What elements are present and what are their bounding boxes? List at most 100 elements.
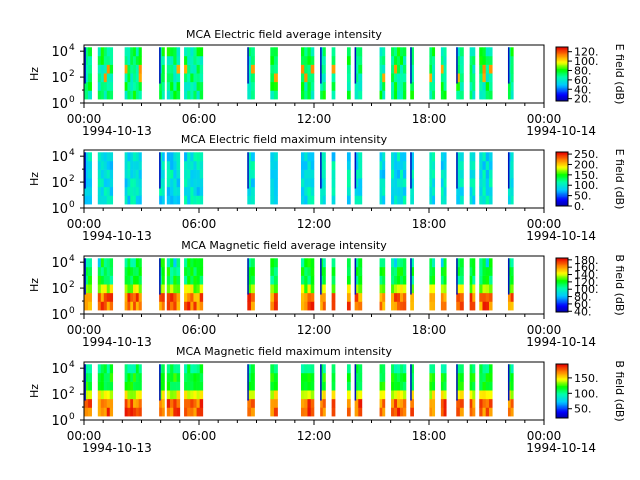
spectrogram-cell — [479, 381, 483, 391]
spectrogram-cell — [440, 90, 444, 100]
spectrogram-cell — [307, 258, 312, 268]
spectrogram-cell — [250, 364, 255, 374]
spectrogram-cell — [304, 407, 308, 417]
colorbar-segment — [556, 364, 568, 366]
spectrogram-cell — [331, 186, 336, 196]
spectrogram-cell — [432, 258, 436, 268]
spectrogram-cell — [382, 81, 386, 91]
spectrogram-cell — [247, 47, 249, 84]
spectrogram-cell — [127, 266, 131, 276]
spectrogram-cell — [166, 258, 171, 268]
spectrogram-cell — [410, 372, 414, 382]
spectrogram-cell — [379, 73, 383, 83]
spectrogram-cell — [138, 275, 142, 285]
spectrogram-cell — [103, 169, 108, 179]
spectrogram-cell — [127, 195, 131, 205]
spectrogram-cell — [173, 195, 177, 205]
spectrogram-cell — [382, 266, 386, 276]
colorbar-segment — [556, 79, 568, 82]
spectrogram-cell — [410, 160, 414, 170]
spectrogram-cell — [307, 73, 312, 83]
spectrogram-cell — [482, 169, 487, 179]
spectrogram-cell — [354, 364, 357, 401]
spectrogram-cell — [304, 381, 308, 391]
spectrogram-cell — [300, 178, 305, 188]
spectrogram-cell — [397, 258, 401, 268]
spectrogram-cell — [97, 160, 102, 170]
spectrogram-cell — [358, 90, 363, 100]
spectrogram-cell — [397, 390, 401, 400]
spectrogram-cell — [103, 301, 108, 311]
spectrogram-cell — [184, 81, 188, 91]
spectrogram-cell — [106, 275, 111, 285]
spectrogram-cell — [394, 275, 398, 285]
spectrogram-cell — [196, 178, 200, 188]
spectrogram-cell — [166, 64, 171, 74]
spectrogram-cell — [124, 195, 128, 205]
spectrogram-cell — [304, 152, 308, 162]
spectrogram-cell — [88, 90, 92, 100]
spectrogram-cell — [184, 160, 188, 170]
spectrogram-cell — [187, 169, 191, 179]
spectrogram-cell — [300, 169, 305, 179]
spectrogram-cell — [199, 55, 204, 65]
spectrogram-cell — [97, 390, 102, 400]
spectrogram-cell — [397, 407, 401, 417]
y-tick-exponent: 0 — [69, 412, 75, 422]
spectrogram-cell — [397, 55, 401, 65]
spectrogram-cell — [196, 160, 200, 170]
spectrogram-cell — [124, 398, 128, 408]
spectrogram-cell — [100, 364, 105, 374]
spectrogram-cell — [346, 160, 351, 170]
spectrogram-cell — [130, 390, 134, 400]
colorbar-tick-label: 120. — [574, 46, 599, 59]
spectrogram-cell — [199, 73, 204, 83]
spectrogram-cell — [346, 81, 351, 91]
spectrogram-cell — [196, 186, 200, 196]
spectrogram-cell — [187, 64, 191, 74]
spectrogram-cell — [106, 301, 111, 311]
spectrogram-cell — [88, 275, 92, 285]
spectrogram-cell — [482, 364, 487, 374]
spectrogram-cell — [456, 364, 458, 401]
spectrogram-cell — [300, 398, 305, 408]
spectrogram-cell — [400, 266, 404, 276]
spectrogram-cell — [403, 47, 407, 57]
spectrogram-cell — [190, 301, 194, 311]
colorbar-segment — [556, 199, 568, 201]
panel-title: MCA Magnetic field maximum intensity — [176, 345, 392, 358]
x-tick-label: 12:00 — [297, 429, 332, 443]
spectrogram-cell — [410, 275, 414, 285]
spectrogram-cell — [88, 398, 92, 408]
spectrogram-cell — [106, 81, 111, 91]
spectrogram-cell — [135, 160, 139, 170]
spectrogram-cell — [485, 73, 490, 83]
x-tick-label: 00:00 — [527, 217, 562, 231]
spectrogram-cell — [482, 292, 487, 302]
colorbar-segment — [556, 181, 568, 184]
spectrogram-cell — [97, 275, 102, 285]
spectrogram-cell — [331, 292, 336, 302]
colorbar-segment — [556, 274, 568, 276]
spectrogram-cell — [196, 90, 200, 100]
spectrogram-cell — [166, 160, 171, 170]
spectrogram-cell — [184, 186, 188, 196]
spectrogram-cell — [173, 81, 177, 91]
spectrogram-cell — [510, 275, 514, 285]
spectrogram-cell — [456, 195, 461, 205]
spectrogram-cell — [300, 81, 305, 91]
spectrogram-cell — [391, 152, 395, 162]
colorbar-segment — [556, 173, 568, 176]
spectrogram-cell — [300, 195, 305, 205]
spectrogram-cell — [88, 266, 92, 276]
colorbar-tick-label: 250. — [574, 148, 599, 161]
spectrogram-cell — [440, 178, 444, 188]
spectrogram-cell — [109, 64, 114, 74]
spectrogram-cell — [394, 64, 398, 74]
colorbar-segment — [556, 152, 568, 154]
spectrogram-cell — [382, 364, 386, 374]
spectrogram-cell — [382, 178, 386, 188]
spectrogram-cell — [190, 284, 194, 294]
spectrogram-cell — [196, 195, 200, 205]
